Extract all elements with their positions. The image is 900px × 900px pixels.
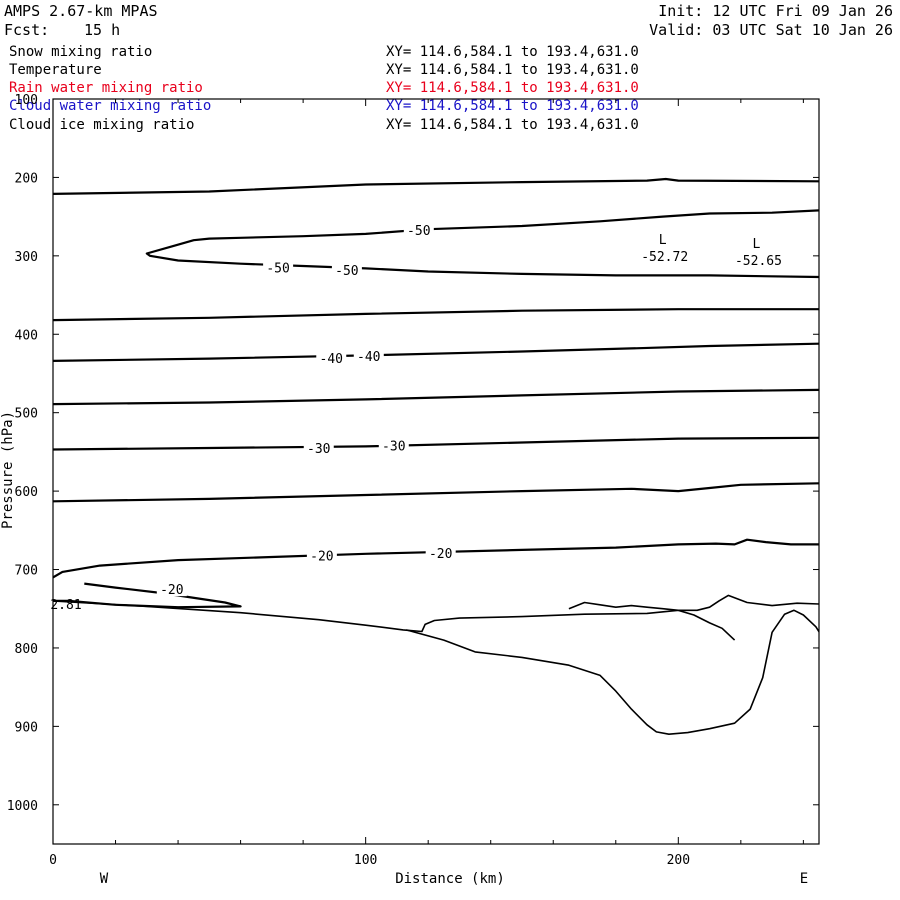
contour-label: -50 bbox=[407, 224, 430, 239]
contour-label: -40 bbox=[320, 352, 343, 367]
x-tick-label: 200 bbox=[667, 853, 690, 868]
legend-name-4: Cloud ice mixing ratio bbox=[9, 117, 195, 133]
isotherm-line bbox=[53, 538, 819, 579]
y-tick-label: 1000 bbox=[7, 799, 38, 814]
init-time: Init: 12 UTC Fri 09 Jan 26 bbox=[658, 2, 893, 20]
contour-label-bg bbox=[331, 261, 362, 277]
x-axis-title: Distance (km) bbox=[395, 871, 505, 887]
y-tick-label: 200 bbox=[15, 171, 38, 186]
contour-label: -30 bbox=[307, 442, 330, 457]
legend-name-3: Cloud water mixing ratio bbox=[9, 98, 212, 114]
contour-label-bg bbox=[303, 439, 334, 455]
y-tick-label: 900 bbox=[15, 720, 38, 735]
contour-label-bg bbox=[425, 545, 456, 561]
contour-label-bg bbox=[316, 349, 347, 365]
isotherm-line bbox=[53, 308, 819, 322]
model-title: AMPS 2.67-km MPAS bbox=[4, 2, 158, 20]
x-tick-label: 100 bbox=[354, 853, 377, 868]
legend-name-0: Snow mixing ratio bbox=[9, 44, 153, 60]
forecast-label: Fcst: bbox=[4, 21, 50, 39]
legend-xy-2: XY= 114.6,584.1 to 193.4,631.0 bbox=[386, 80, 639, 96]
low-marker: L bbox=[753, 237, 761, 252]
isotherm-line bbox=[53, 177, 819, 195]
y-tick-label: 700 bbox=[15, 564, 38, 579]
contour-label: -50 bbox=[266, 262, 289, 277]
contour-label: -50 bbox=[335, 264, 358, 279]
contour-line bbox=[568, 601, 736, 641]
isotherm-line bbox=[53, 482, 819, 503]
y-tick-label-top: 100 bbox=[15, 93, 38, 108]
terrain-line bbox=[406, 609, 819, 736]
y-axis-title: Pressure (hPa) bbox=[0, 411, 16, 529]
isotherm-line bbox=[53, 436, 819, 451]
y-tick-label: 600 bbox=[15, 485, 38, 500]
y-tick-label: 300 bbox=[15, 250, 38, 265]
x-end-label-east: E bbox=[800, 871, 808, 887]
low-value: -52.65 bbox=[735, 254, 782, 269]
legend-xy-1: XY= 114.6,584.1 to 193.4,631.0 bbox=[386, 62, 639, 78]
valid-time: Valid: 03 UTC Sat 10 Jan 26 bbox=[649, 21, 893, 39]
contour-label: -20 bbox=[160, 583, 183, 598]
isotherm-line bbox=[53, 388, 819, 406]
contour-label: -40 bbox=[357, 350, 380, 365]
legend-xy-4: XY= 114.6,584.1 to 193.4,631.0 bbox=[386, 117, 639, 133]
low-marker: L bbox=[659, 233, 667, 248]
x-end-label-west: W bbox=[100, 871, 109, 887]
y-tick-label: 800 bbox=[15, 642, 38, 657]
contour-label: -30 bbox=[382, 440, 405, 455]
contour-label-bg bbox=[403, 221, 434, 237]
plot-frame bbox=[52, 98, 820, 845]
legend-name-1: Temperature bbox=[9, 62, 102, 78]
isotherm-line bbox=[145, 209, 819, 279]
y-tick-label: 400 bbox=[15, 328, 38, 343]
legend-xy-0: XY= 114.6,584.1 to 193.4,631.0 bbox=[386, 44, 639, 60]
plot-area bbox=[53, 177, 819, 736]
low-value: -52.72 bbox=[641, 250, 688, 265]
surface-contour-line bbox=[53, 594, 819, 633]
legend-name-2: Rain water mixing ratio bbox=[9, 80, 203, 96]
forecast-value: 15 h bbox=[84, 21, 121, 39]
isotherm-line bbox=[53, 342, 819, 362]
contour-label: -20 bbox=[429, 547, 452, 562]
contour-label-bg bbox=[378, 437, 409, 453]
contour-label-bg bbox=[353, 348, 384, 364]
contour-label-bg bbox=[156, 581, 187, 597]
edge-label: 2.81 bbox=[50, 598, 81, 613]
x-tick-label: 0 bbox=[49, 853, 57, 868]
contour-label: -20 bbox=[310, 549, 333, 564]
contour-label-bg bbox=[306, 547, 337, 563]
y-tick-label: 500 bbox=[15, 407, 38, 422]
contour-label-bg bbox=[263, 259, 294, 275]
